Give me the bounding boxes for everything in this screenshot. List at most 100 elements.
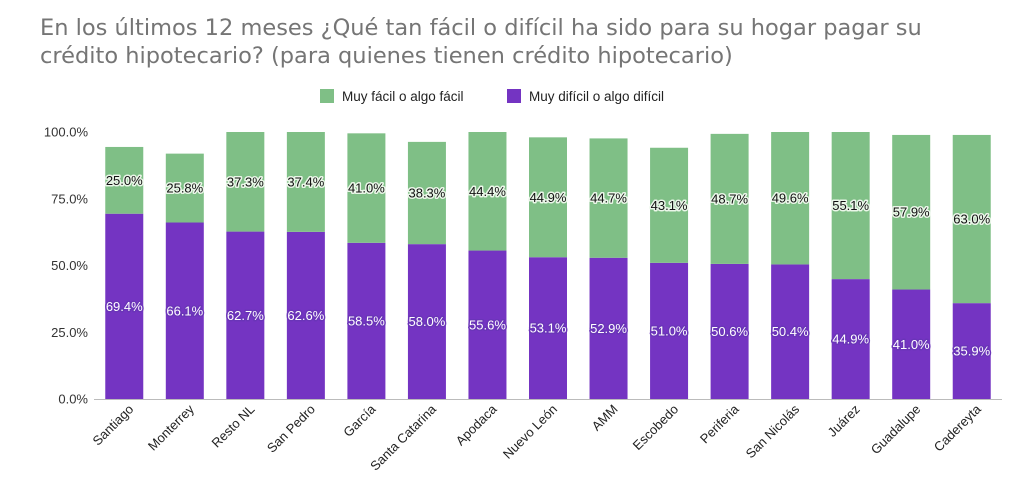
legend-item: Muy fácil o algo fácil (320, 89, 464, 104)
data-label-dificil: 50.4% (772, 324, 809, 339)
data-label-facil: 44.7% (590, 191, 627, 206)
bar-segment-facil (892, 134, 931, 290)
data-label-dificil: 66.1% (166, 303, 203, 318)
x-tick-label: Resto NL (209, 402, 258, 451)
bar-segment-facil (831, 132, 870, 280)
x-tick-label: AMM (589, 402, 621, 434)
data-label-facil: 49.6% (772, 191, 809, 206)
bar-group: 50.4% 49.6% (770, 132, 810, 399)
bar-segment-dificil (710, 263, 749, 399)
bar-segment-dificil (831, 279, 870, 399)
bar-group: 35.9% 63.0% (952, 134, 992, 399)
bar-group: 51.0% 43.1% (649, 147, 689, 399)
y-tick-label: 0.0% (58, 392, 88, 407)
data-label-facil: 41.0% (348, 181, 385, 196)
bar-segment-dificil (105, 213, 144, 399)
x-tick-label: Cadereyta (931, 401, 985, 455)
data-label-dificil: 62.6% (287, 308, 324, 323)
bar-segment-dificil (165, 222, 204, 399)
bar-segment-dificil (286, 231, 325, 399)
chart-title: En los últimos 12 meses ¿Qué tan fácil o… (40, 15, 922, 69)
bar-segment-dificil (468, 250, 507, 399)
legend-swatch (320, 89, 334, 103)
legend-item: Muy difícil o algo difícil (507, 89, 664, 104)
bar-group: 62.6% 37.4% (286, 132, 326, 399)
x-tick-label: Monterrey (145, 401, 197, 453)
y-tick-label: 25.0% (51, 325, 88, 340)
bar-group: 69.4% 25.0% (104, 146, 145, 399)
x-tick-label: Guadalupe (868, 402, 924, 458)
bar-group: 44.9% 55.1% (831, 132, 871, 399)
bar-segment-dificil (226, 231, 265, 399)
x-tick-label: Juárez (825, 402, 863, 440)
data-label-dificil: 51.0% (651, 323, 688, 338)
data-label-dificil: 52.9% (590, 321, 627, 336)
data-label-facil: 44.9% (530, 190, 567, 205)
bar-segment-facil (165, 153, 204, 223)
bar-segment-dificil (589, 257, 628, 399)
x-tick-label: Escobedo (630, 402, 681, 453)
x-tick-label: García (340, 401, 379, 440)
bar-group: 52.9% 44.7% (589, 138, 629, 399)
bar-segment-dificil (650, 262, 689, 399)
bar-group: 41.0% 57.9% (891, 134, 932, 399)
bar-segment-dificil (529, 257, 567, 399)
bar-group: 62.7% 37.3% (225, 132, 266, 399)
data-label-facil: 57.9% (893, 205, 930, 220)
bar-group: 58.5% 41.0% (346, 133, 387, 399)
x-tick-label: Santiago (89, 402, 136, 449)
data-label-dificil: 44.9% (832, 332, 869, 347)
data-label-dificil: 55.6% (469, 317, 506, 332)
data-label-facil: 55.1% (832, 198, 869, 213)
data-label-facil: 43.1% (651, 198, 688, 213)
data-label-facil: 25.0% (106, 173, 143, 188)
x-tick-label: Nuevo León (500, 402, 560, 462)
bar-group: 66.1% 25.8% (165, 153, 205, 399)
data-label-facil: 38.3% (408, 186, 445, 201)
data-label-facil: 37.4% (287, 174, 324, 189)
bar-segment-facil (952, 134, 991, 304)
data-label-dificil: 35.9% (953, 344, 990, 359)
data-label-dificil: 58.0% (408, 314, 445, 329)
bar-group: 58.0% 38.3% (407, 141, 447, 399)
bars: 69.4% 25.0% 66.1% 25.8% 62.7% 37.3% 62.6% 37.4%… (104, 132, 992, 399)
data-label-dificil: 69.4% (106, 299, 143, 314)
bar-group: 50.6% 48.7% (710, 133, 750, 399)
bar-segment-dificil (892, 289, 931, 399)
bar-segment-facil (771, 132, 810, 265)
data-label-facil: 63.0% (953, 212, 990, 227)
data-label-facil: 48.7% (711, 191, 748, 206)
legend-label: Muy fácil o algo fácil (342, 89, 464, 104)
bar-segment-dificil (952, 303, 991, 399)
x-tick-label: San Nicolás (743, 401, 803, 461)
data-label-dificil: 62.7% (227, 308, 264, 323)
bar-segment-facil (529, 137, 567, 258)
x-tick-label: San Pedro (264, 402, 318, 456)
x-axis: Santiago Monterrey Resto NL San Pedro García… (89, 399, 1002, 473)
bar-segment-dificil (771, 264, 810, 399)
data-label-dificil: 41.0% (893, 337, 930, 352)
bar-segment-facil (407, 141, 446, 245)
data-label-facil: 25.8% (166, 181, 203, 196)
data-label-dificil: 58.5% (348, 313, 385, 328)
y-axis: 0.0% 25.0% 50.0% 75.0% 100.0% (44, 125, 89, 407)
data-label-dificil: 50.6% (711, 324, 748, 339)
data-label-facil: 37.3% (227, 174, 264, 189)
x-tick-label: Periferia (697, 401, 742, 446)
y-tick-label: 50.0% (51, 258, 88, 273)
bar-segment-dificil (407, 244, 446, 399)
bar-segment-facil (589, 138, 628, 258)
legend: Muy fácil o algo fácil Muy difícil o algo… (320, 89, 664, 104)
y-tick-label: 100.0% (44, 125, 89, 140)
legend-label: Muy difícil o algo difícil (529, 89, 664, 104)
bar-segment-facil (710, 133, 749, 264)
bar-group: 53.1% 44.9% (528, 137, 568, 399)
bar-segment-facil (286, 132, 325, 232)
data-label-dificil: 53.1% (530, 321, 567, 336)
bar-segment-facil (105, 146, 144, 214)
bar-segment-facil (650, 147, 689, 263)
data-label-facil: 44.4% (469, 184, 506, 199)
bar-segment-facil (226, 132, 265, 232)
bar-segment-facil (347, 133, 386, 243)
